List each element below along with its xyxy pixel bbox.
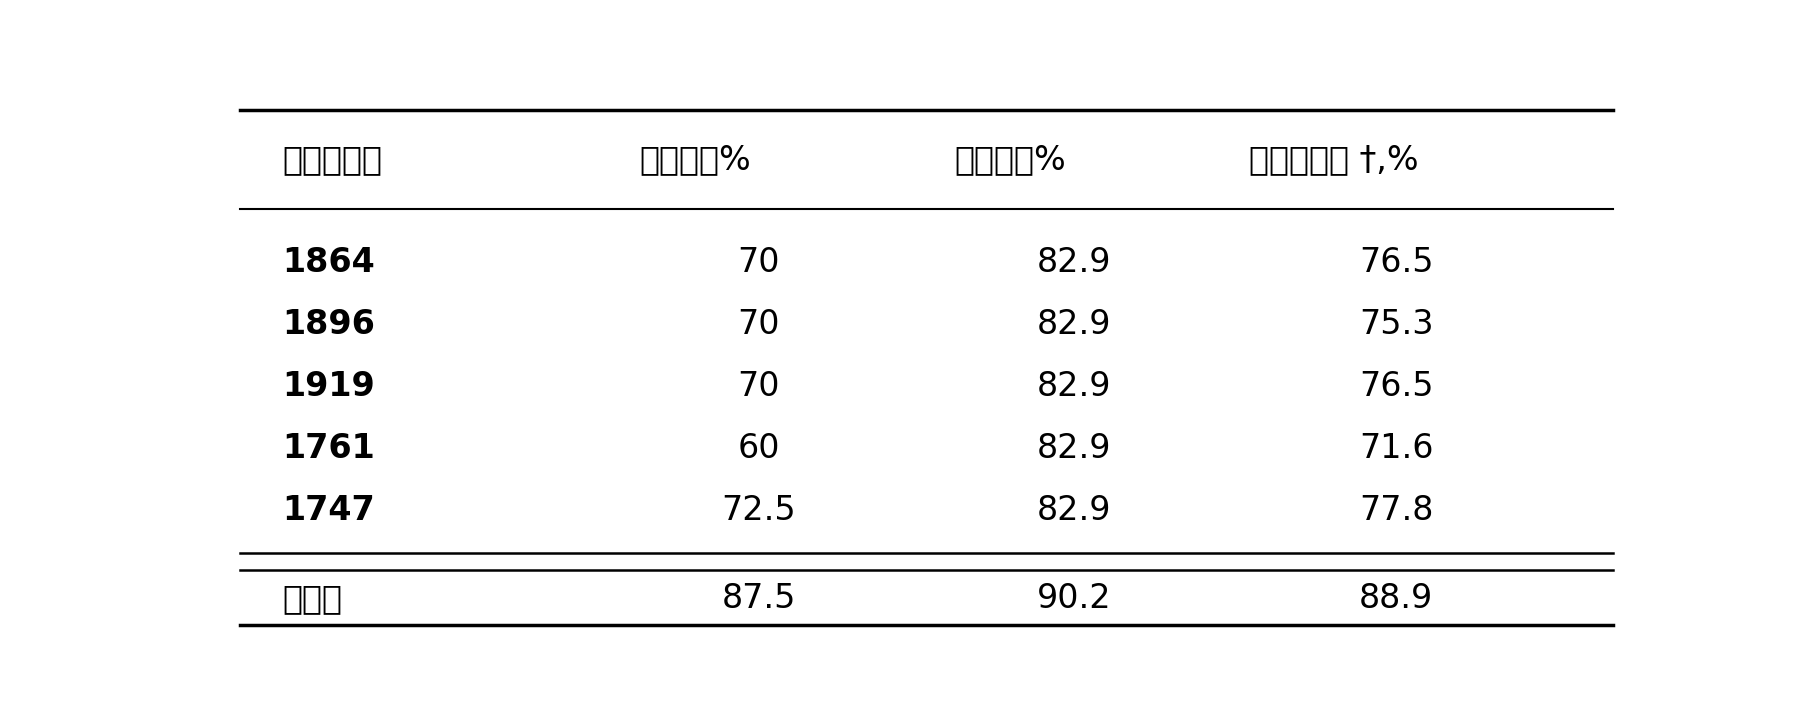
Text: 82.9: 82.9 xyxy=(1035,432,1109,465)
Text: 82.9: 82.9 xyxy=(1035,308,1109,341)
Text: 70: 70 xyxy=(737,246,779,279)
Text: 82.9: 82.9 xyxy=(1035,370,1109,403)
Text: 82.9: 82.9 xyxy=(1035,494,1109,527)
Text: 60: 60 xyxy=(737,432,779,465)
Text: 噬菌体克隆: 噬菌体克隆 xyxy=(282,143,381,176)
Text: 90.2: 90.2 xyxy=(1035,583,1111,615)
Text: 88.9: 88.9 xyxy=(1359,583,1433,615)
Text: 1761: 1761 xyxy=(282,432,374,465)
Text: 76.5: 76.5 xyxy=(1359,246,1433,279)
Text: 76.5: 76.5 xyxy=(1359,370,1433,403)
Text: 87.5: 87.5 xyxy=(721,583,795,615)
Text: 82.9: 82.9 xyxy=(1035,246,1109,279)
Text: 1896: 1896 xyxy=(282,308,374,341)
Text: 71.6: 71.6 xyxy=(1359,432,1433,465)
Text: 诊断准确性 †,%: 诊断准确性 †,% xyxy=(1249,143,1418,176)
Text: 1919: 1919 xyxy=(282,370,374,403)
Text: 1864: 1864 xyxy=(282,246,374,279)
Text: 组合的: 组合的 xyxy=(282,583,342,615)
Text: 特异性，%: 特异性，% xyxy=(640,143,750,176)
Text: 70: 70 xyxy=(737,370,779,403)
Text: 敏感性，%: 敏感性，% xyxy=(954,143,1066,176)
Text: 77.8: 77.8 xyxy=(1359,494,1433,527)
Text: 75.3: 75.3 xyxy=(1359,308,1433,341)
Text: 72.5: 72.5 xyxy=(721,494,795,527)
Text: 1747: 1747 xyxy=(282,494,374,527)
Text: 70: 70 xyxy=(737,308,779,341)
